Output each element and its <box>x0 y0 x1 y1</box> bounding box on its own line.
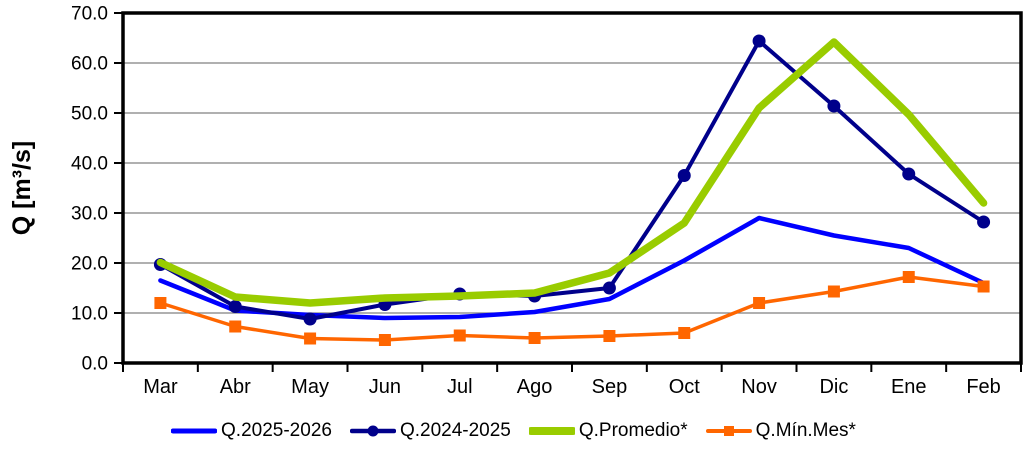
x-tick-label-abr: Abr <box>220 376 251 398</box>
series-marker-q-m-n-mes <box>902 271 915 283</box>
legend-label-q-m-n-mes: Q.Mín.Mes* <box>755 420 856 441</box>
x-tick-label-sep: Sep <box>592 376 628 398</box>
plot-border <box>121 11 1023 365</box>
series-marker-q-m-n-mes <box>453 329 466 342</box>
y-tick-label: 20.0 <box>71 254 108 275</box>
x-tick-label-oct: Oct <box>669 376 701 398</box>
x-tick-label-mar: Mar <box>143 376 178 398</box>
y-axis-title: Q [m³/s] <box>8 141 36 235</box>
series-marker-q-2024-2025 <box>902 167 916 181</box>
series-marker-q-m-n-mes <box>229 320 242 333</box>
series-marker-q-m-n-mes <box>977 280 990 293</box>
series-marker-q-m-n-mes <box>528 332 541 344</box>
series-line-q-promedio <box>156 38 988 307</box>
legend-item-q-2025-2026: Q.2025-2026 <box>171 420 332 442</box>
legend-swatch-q-m-n-mes <box>705 426 752 436</box>
series-marker-q-m-n-mes <box>678 327 691 339</box>
x-tick-label-jul: Jul <box>447 376 473 398</box>
series-marker-q-m-n-mes <box>827 285 840 298</box>
x-tick-label-feb: Feb <box>966 376 1000 398</box>
series-line-q-2025-2026 <box>158 215 986 321</box>
y-tick-label: 0.0 <box>82 354 108 375</box>
x-tick-label-ene: Ene <box>891 376 927 398</box>
legend-item-q-m-n-mes: Q.Mín.Mes* <box>705 420 856 442</box>
y-tick-label: 10.0 <box>71 304 108 325</box>
x-tick-label-may: May <box>291 376 329 398</box>
x-tick-label-nov: Nov <box>741 376 777 398</box>
y-tick-label: 50.0 <box>71 104 108 125</box>
series-marker-q-2024-2025 <box>752 34 766 48</box>
series-marker-q-2024-2025 <box>602 281 616 295</box>
legend-item-q-promedio: Q.Promedio* <box>528 420 688 442</box>
series-line-q-m-n-mes <box>158 275 986 342</box>
series-marker-q-2024-2025 <box>977 215 991 229</box>
legend: Q.2025-2026 Q.2024-2025 Q.Promedio* Q.Mín.M… <box>0 420 1027 442</box>
series-marker-q-m-n-mes <box>304 332 317 345</box>
legend-item-q-2024-2025: Q.2024-2025 <box>349 420 511 442</box>
series-marker-q-m-n-mes <box>753 297 766 309</box>
chart-svg: 0.0 10.0 20.0 30.0 40.0 50.0 60.0 70.0 Mar Abr May… <box>8 4 1023 398</box>
legend-swatch-q-promedio <box>528 427 575 435</box>
series-marker-q-m-n-mes <box>154 297 167 309</box>
series-marker-q-2024-2025 <box>228 300 242 313</box>
y-tick-label: 30.0 <box>71 204 108 225</box>
legend-label-q-2025-2026: Q.2025-2026 <box>221 420 332 441</box>
legend-label-q-2024-2025: Q.2024-2025 <box>399 420 511 441</box>
series-marker-q-m-n-mes <box>603 330 616 342</box>
series-marker-q-2024-2025 <box>827 99 841 113</box>
x-tick-label-dic: Dic <box>819 376 848 398</box>
series-marker-q-2024-2025 <box>677 169 691 182</box>
legend-swatch-q-2024-2025 <box>349 425 396 437</box>
series-line-q-2024-2025 <box>158 39 986 321</box>
y-tick-label: 40.0 <box>71 154 108 175</box>
legend-swatch-q-2025-2026 <box>171 428 218 434</box>
x-tick-label-ago: Ago <box>517 376 553 398</box>
y-tick-label: 70.0 <box>71 4 108 25</box>
x-tick-label-jun: Jun <box>369 376 401 398</box>
legend-label-q-promedio: Q.Promedio* <box>578 420 688 441</box>
series-marker-q-2024-2025 <box>303 312 317 326</box>
series-marker-q-m-n-mes <box>378 334 391 346</box>
y-tick-label: 60.0 <box>71 54 108 75</box>
